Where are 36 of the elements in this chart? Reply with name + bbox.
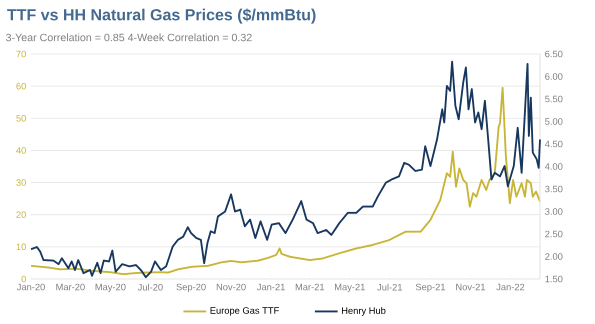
y2-tick-label: 6.50 xyxy=(545,50,563,58)
y2-tick-label: 2.00 xyxy=(545,253,563,260)
x-tick-label: Jan-22 xyxy=(496,284,524,290)
y-tick-label: 50 xyxy=(16,114,26,122)
y2-tick-label: 1.50 xyxy=(545,276,563,282)
y2-tick-label: 3.50 xyxy=(545,186,563,192)
chart-subtitle: 3-Year Correlation = 0.85 4-Week Correlation = 0.32 xyxy=(6,33,252,42)
chart-title: TTF vs HH Natural Gas Prices ($/mmBtu) xyxy=(7,8,316,24)
x-tick-label: May-20 xyxy=(96,284,126,292)
legend-label: Europe Gas TTF xyxy=(210,307,279,316)
y-tick-label: 30 xyxy=(16,179,26,186)
y2-tick-label: 2.50 xyxy=(545,230,563,238)
y2-tick-label: 5.50 xyxy=(545,96,563,102)
y2-tick-label: 4.00 xyxy=(544,163,563,170)
x-tick-label: Sep-20 xyxy=(176,284,206,292)
x-tick-label: Jan-20 xyxy=(16,284,45,290)
y2-tick-label: 4.50 xyxy=(544,140,563,148)
x-tick-label: Sep-21 xyxy=(416,284,446,292)
y2-tick-label: 3.00 xyxy=(545,208,563,215)
y-tick-label: 0 xyxy=(21,276,26,282)
x-tick-label: Mar-20 xyxy=(56,284,85,290)
legend-label: Henry Hub xyxy=(342,307,386,316)
x-tick-label: Jul-21 xyxy=(377,284,402,291)
y-tick-label: 60 xyxy=(16,82,26,90)
x-tick-label: Nov-20 xyxy=(216,284,246,290)
y-tick-label: 70 xyxy=(16,50,26,58)
y2-tick-label: 5.00 xyxy=(545,118,563,125)
x-tick-label: Mar-21 xyxy=(296,284,324,290)
x-tick-label: Jul-20 xyxy=(138,284,163,291)
y-tick-label: 20 xyxy=(16,211,26,218)
y-tick-label: 40 xyxy=(16,147,26,154)
x-tick-label: Jan-21 xyxy=(256,284,285,290)
y2-tick-label: 6.00 xyxy=(545,73,563,80)
x-tick-label: Nov-21 xyxy=(456,284,486,290)
y-tick-label: 10 xyxy=(16,244,26,250)
x-tick-label: May-21 xyxy=(334,284,365,292)
